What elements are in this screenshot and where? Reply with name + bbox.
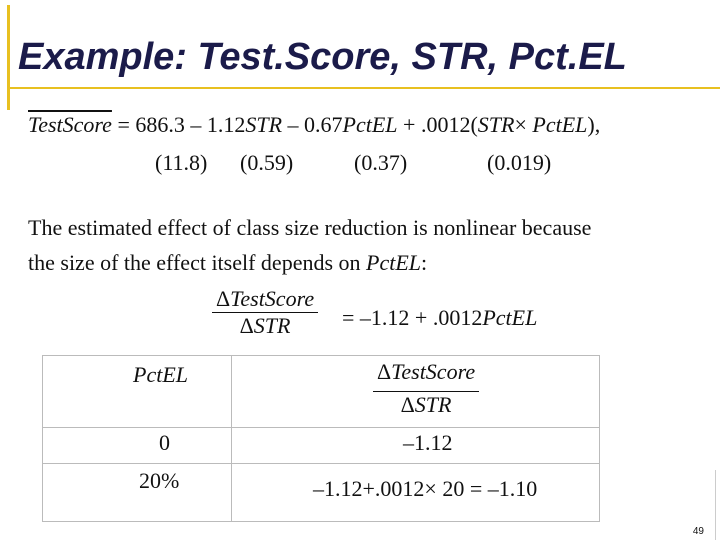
eq-term: STR — [245, 112, 283, 137]
accent-rule — [7, 87, 720, 89]
row-divider — [43, 427, 599, 428]
paragraph-line: The estimated effect of class size reduc… — [28, 215, 592, 240]
text: the size of the effect itself depends on — [28, 250, 367, 275]
text: Δ — [400, 392, 415, 417]
header-cell: PctEL — [133, 362, 188, 387]
text: : — [421, 250, 428, 275]
eq-term: PctEL — [532, 112, 588, 137]
paragraph-line: the size of the effect itself depends on… — [28, 250, 427, 276]
numerator: ΔTestScore — [373, 359, 479, 385]
page-number: 49 — [692, 526, 704, 537]
text: STR — [414, 392, 452, 417]
eq-term: = 686.3 – 1.12 — [111, 112, 246, 137]
edge-line — [715, 470, 716, 540]
denominator: ΔSTR — [212, 312, 319, 339]
cell: –1.12+.0012× 20 = –1.10 — [313, 476, 538, 501]
numerator: ΔTestScore — [212, 286, 318, 312]
eq-term: ), — [587, 112, 601, 137]
fraction: ΔTestScore ΔSTR — [212, 286, 319, 339]
eq-term: TestScore — [28, 112, 112, 137]
text: = –1.12 + .0012 — [342, 305, 483, 330]
cell: 0 — [159, 430, 170, 455]
eq-term: PctEL — [342, 112, 398, 137]
eq-term: × — [514, 112, 533, 137]
header-cell: ΔTestScore ΔSTR — [373, 359, 480, 418]
column-divider — [231, 356, 232, 521]
text: Δ — [216, 286, 231, 311]
std-error: (0.37) — [354, 150, 408, 175]
equation: TestScore = 686.3 – 1.12STR – 0.67PctEL … — [28, 112, 600, 138]
denominator: ΔSTR — [373, 391, 480, 418]
eq-term: + .0012( — [397, 112, 478, 137]
text: TestScore — [230, 286, 315, 311]
table: PctEL ΔTestScore ΔSTR 0 –1.12 20% –1.12+… — [42, 355, 600, 522]
equation-rhs: = –1.12 + .0012PctEL — [342, 305, 537, 331]
title: Example: Test.Score, STR, Pct.EL — [18, 36, 627, 78]
std-error: (11.8) — [155, 150, 208, 175]
text: TestScore — [391, 359, 476, 384]
accent-bar — [7, 5, 10, 110]
eq-term: – 0.67 — [282, 112, 343, 137]
text: PctEL — [366, 250, 422, 275]
text: Δ — [377, 359, 392, 384]
text: STR — [253, 313, 291, 338]
eq-term: STR — [477, 112, 515, 137]
cell: 20% — [139, 468, 180, 493]
std-error: (0.59) — [240, 150, 294, 175]
text: PctEL — [482, 305, 538, 330]
cell: –1.12 — [403, 430, 453, 455]
text: Δ — [239, 313, 254, 338]
row-divider — [43, 463, 599, 464]
std-error: (0.019) — [487, 150, 552, 175]
